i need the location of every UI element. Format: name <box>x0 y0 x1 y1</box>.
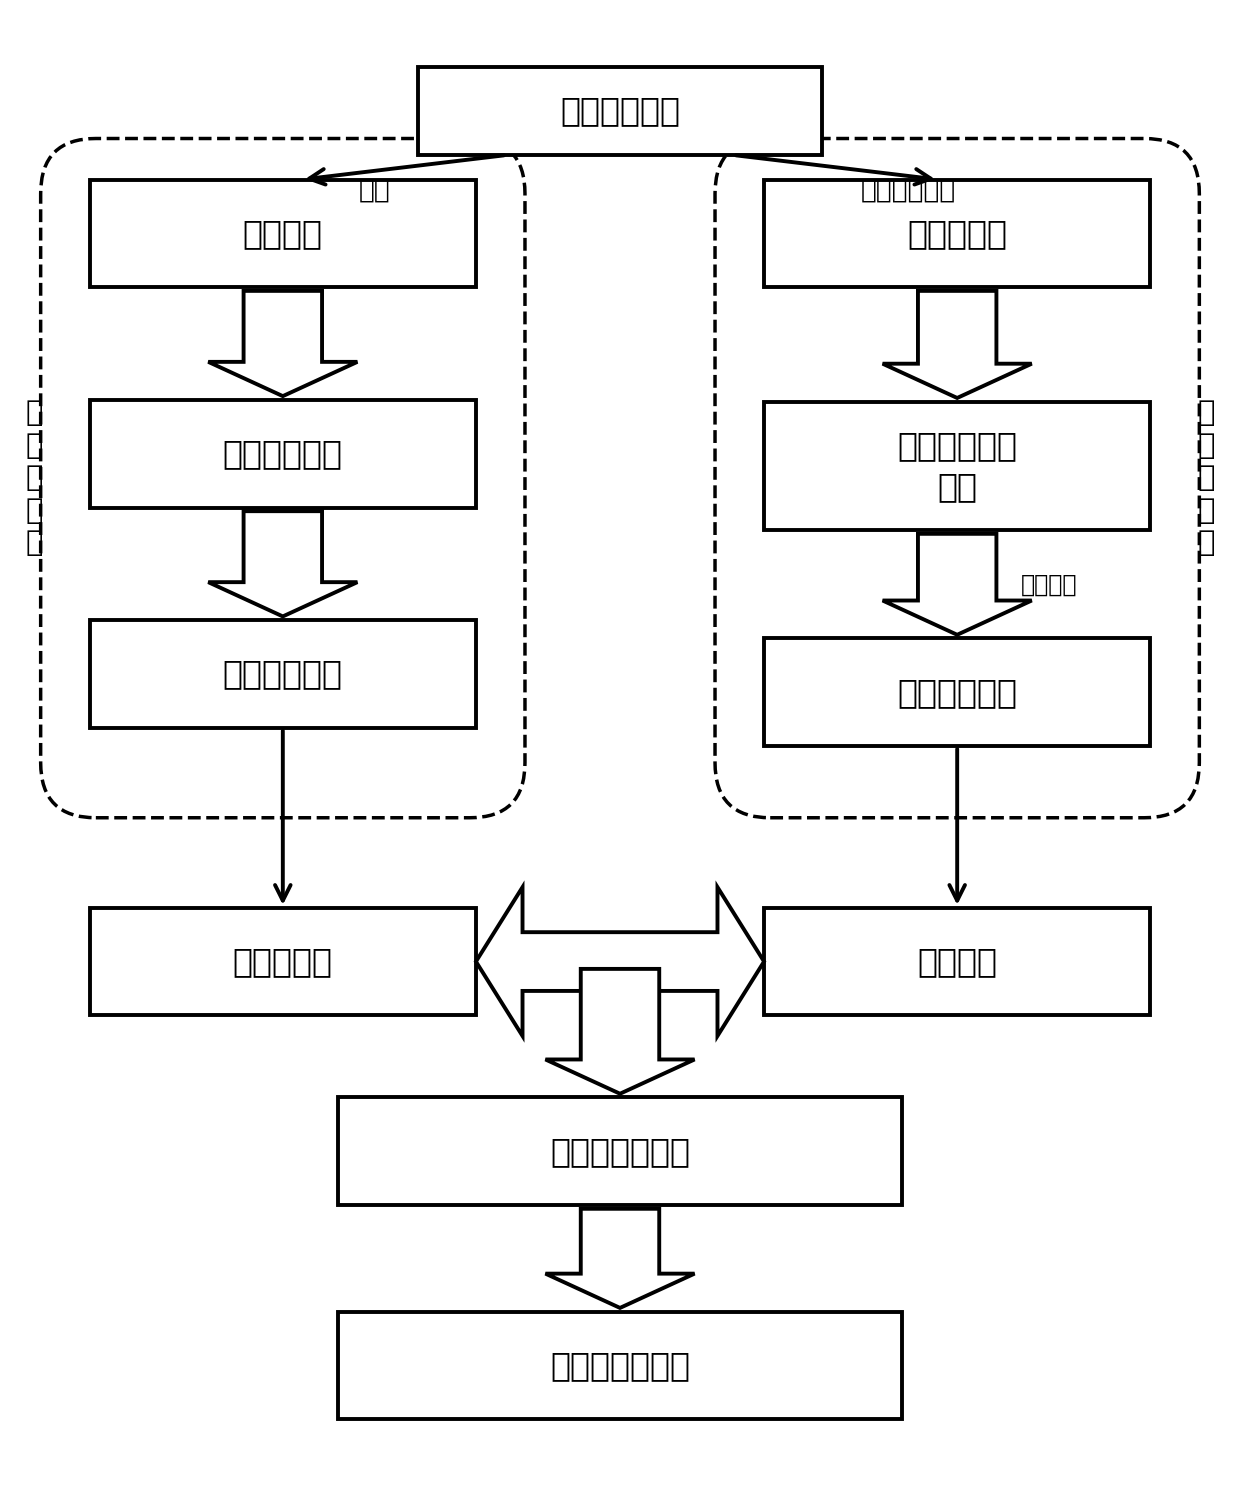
Polygon shape <box>883 533 1032 634</box>
Text: 行人表观特征: 行人表观特征 <box>223 657 342 690</box>
Text: 时空分布模型: 时空分布模型 <box>898 675 1017 708</box>
FancyBboxPatch shape <box>89 907 476 1016</box>
Text: 表
观
特
征
流: 表 观 特 征 流 <box>25 399 42 558</box>
Text: 深度神经网络: 深度神经网络 <box>223 437 342 470</box>
FancyBboxPatch shape <box>764 907 1151 1016</box>
Polygon shape <box>476 888 764 1035</box>
FancyBboxPatch shape <box>339 1097 901 1206</box>
Polygon shape <box>883 291 1032 398</box>
FancyBboxPatch shape <box>764 179 1151 288</box>
Text: 时
空
分
布
流: 时 空 分 布 流 <box>1198 399 1215 558</box>
Text: 行人重识别结果: 行人重识别结果 <box>551 1349 689 1382</box>
Polygon shape <box>208 511 357 616</box>
FancyBboxPatch shape <box>339 1311 901 1420</box>
Text: 原始行人信息: 原始行人信息 <box>560 95 680 128</box>
FancyBboxPatch shape <box>41 139 525 818</box>
Text: 行人图像: 行人图像 <box>243 217 322 250</box>
FancyBboxPatch shape <box>764 639 1151 746</box>
Polygon shape <box>546 1209 694 1308</box>
FancyBboxPatch shape <box>89 179 476 288</box>
Text: 相似性联合度量: 相似性联合度量 <box>551 1135 689 1168</box>
Text: 训练数据集: 训练数据集 <box>908 217 1007 250</box>
Text: 高斯平滑: 高斯平滑 <box>1021 573 1078 597</box>
Text: 表观相似度: 表观相似度 <box>233 945 332 978</box>
FancyBboxPatch shape <box>89 619 476 728</box>
FancyBboxPatch shape <box>89 399 476 508</box>
FancyBboxPatch shape <box>764 402 1151 530</box>
Text: 图像: 图像 <box>358 178 391 203</box>
Polygon shape <box>208 291 357 396</box>
Polygon shape <box>546 969 694 1094</box>
Text: 原始时空信息
分布: 原始时空信息 分布 <box>898 429 1017 503</box>
FancyBboxPatch shape <box>715 139 1199 818</box>
Text: 时间空间标注: 时间空间标注 <box>861 178 956 203</box>
FancyBboxPatch shape <box>418 66 822 155</box>
Text: 时空概率: 时空概率 <box>918 945 997 978</box>
